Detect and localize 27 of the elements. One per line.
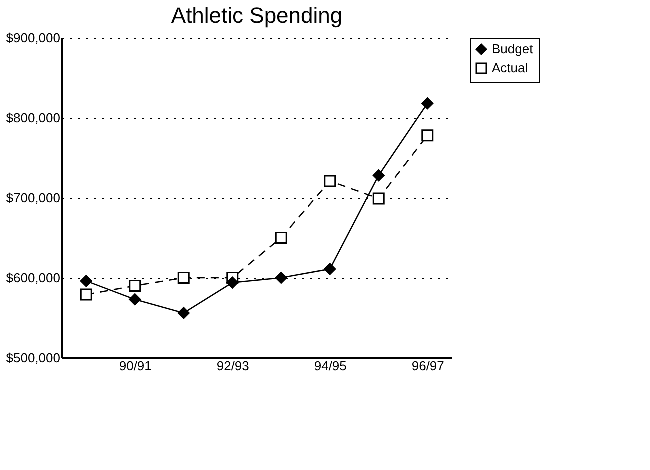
point: [324, 175, 336, 188]
x-tick-label: 90/91: [119, 358, 152, 374]
y-tick-label: $900,000: [6, 30, 60, 46]
point: [178, 307, 190, 320]
point: [80, 275, 92, 288]
y-tick-label: $600,000: [6, 270, 60, 286]
legend-label: Actual: [492, 60, 528, 76]
x-tick-label: 96/97: [412, 358, 444, 374]
x-tick-label: 92/93: [216, 358, 250, 374]
point: [372, 170, 385, 182]
y-tick-label: $700,000: [6, 190, 60, 206]
point: [80, 288, 92, 301]
point: [275, 272, 288, 284]
point: [226, 276, 239, 289]
point: [178, 272, 190, 284]
x-tick-label: 94/95: [314, 358, 347, 374]
point: [372, 192, 385, 205]
chart-title: Athletic Spending: [171, 3, 343, 28]
legend-label: Budget: [492, 42, 534, 56]
point: [129, 294, 142, 306]
point: [324, 263, 336, 276]
y-tick-label: $500,000: [6, 350, 60, 366]
y-tick-label: $800,000: [6, 110, 60, 126]
point: [422, 130, 434, 142]
point: [129, 280, 142, 292]
point: [422, 98, 434, 110]
point: [275, 232, 288, 244]
